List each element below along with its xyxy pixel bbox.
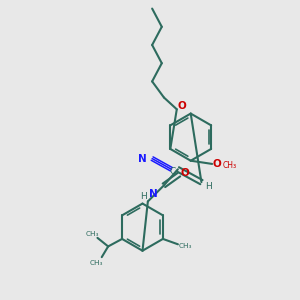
Text: O: O xyxy=(212,159,221,169)
Text: H: H xyxy=(206,182,212,191)
Text: N: N xyxy=(138,154,147,164)
Text: CH₃: CH₃ xyxy=(90,260,103,266)
Text: CH₃: CH₃ xyxy=(223,160,237,169)
Text: O: O xyxy=(178,101,187,111)
Text: C: C xyxy=(169,167,175,176)
Text: CH₃: CH₃ xyxy=(85,231,99,237)
Text: O: O xyxy=(181,167,190,178)
Text: H: H xyxy=(140,192,147,201)
Text: CH₃: CH₃ xyxy=(179,243,192,249)
Text: N: N xyxy=(149,189,158,199)
